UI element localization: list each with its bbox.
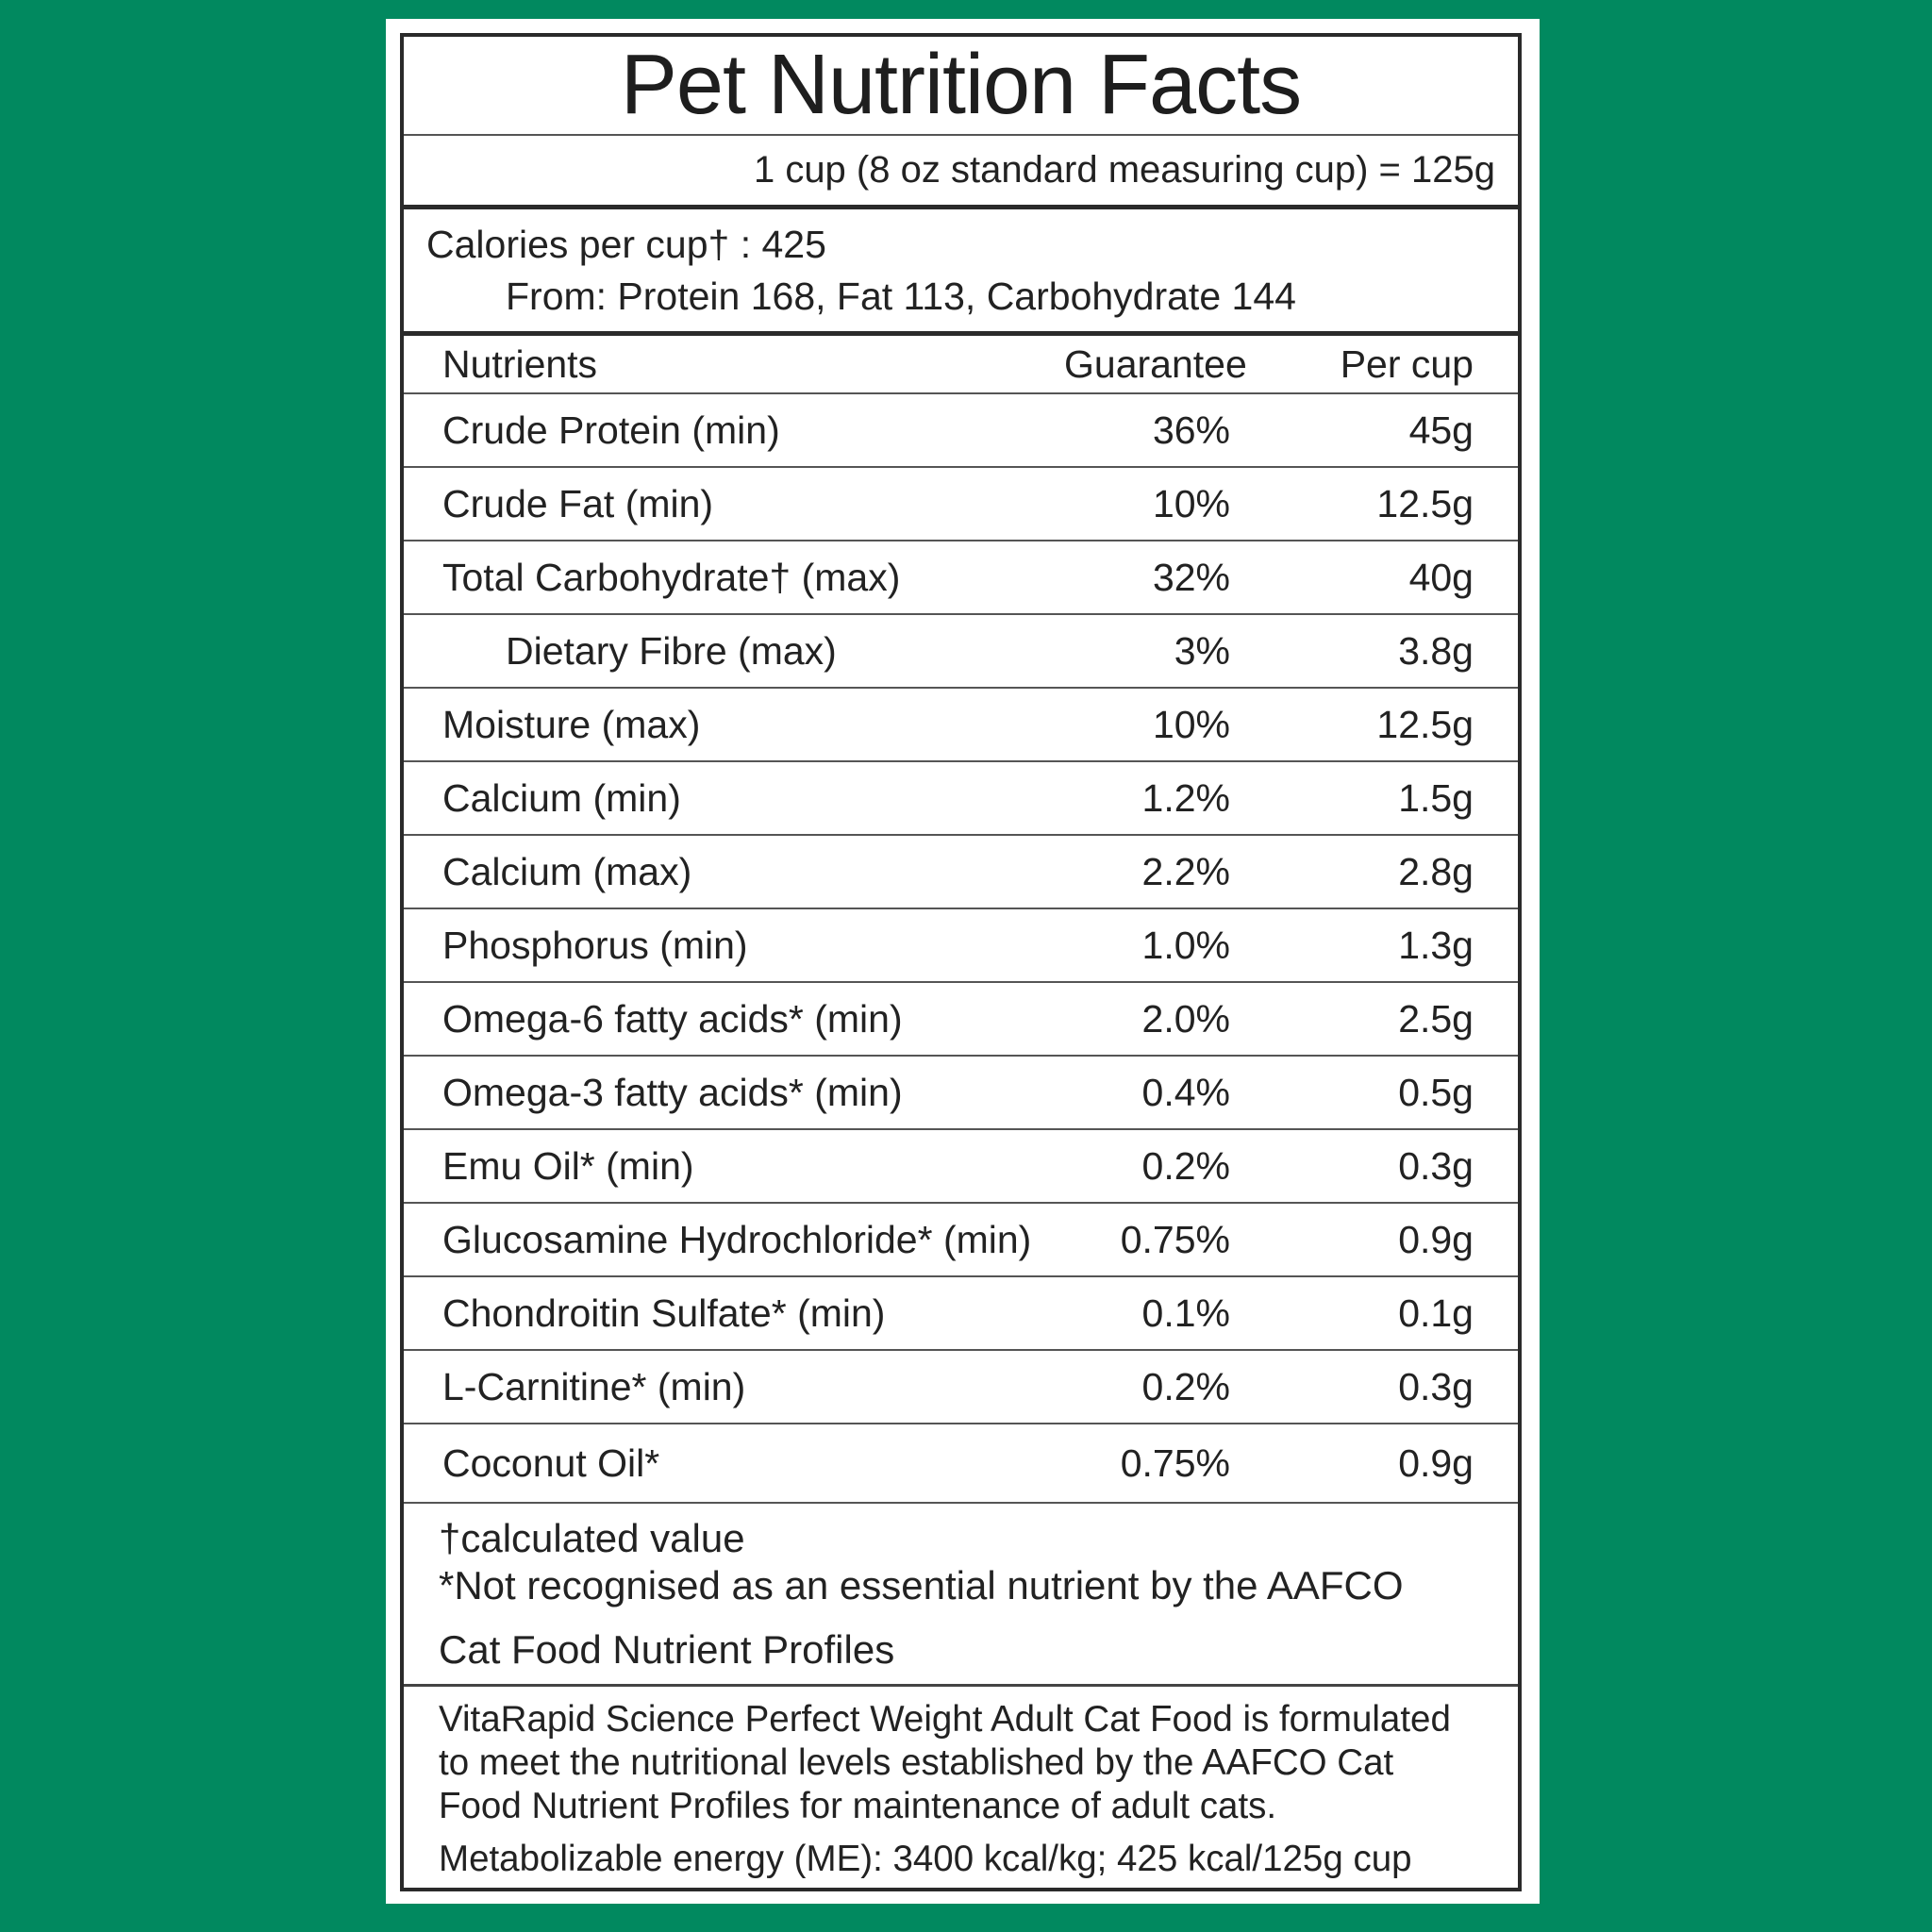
table-row: Coconut Oil* 0.75% 0.9g	[404, 1424, 1518, 1504]
guarantee-value: 10%	[1152, 481, 1230, 525]
nutrient-name: Moisture (max)	[442, 702, 701, 746]
table-row: Crude Fat (min) 10% 12.5g	[404, 468, 1518, 541]
description-line: VitaRapid Science Perfect Weight Adult C…	[439, 1699, 1451, 1740]
table-row: Phosphorus (min) 1.0% 1.3g	[404, 909, 1518, 983]
nutrition-facts-box: Pet Nutrition Facts 1 cup (8 oz standard…	[400, 33, 1522, 1891]
description-line: Food Nutrient Profiles for maintenance o…	[439, 1786, 1277, 1826]
nutrient-name: Glucosamine Hydrochloride* (min)	[442, 1217, 1032, 1261]
footnote-asterisk-cont: Cat Food Nutrient Profiles	[439, 1627, 895, 1672]
header-guarantee: Guarantee	[1064, 341, 1247, 386]
table-row: Crude Protein (min) 36% 45g	[404, 394, 1518, 468]
per-cup-value: 2.8g	[1398, 849, 1474, 893]
calories-section: Calories per cup† : 425 From: Protein 16…	[404, 209, 1518, 336]
nutrient-name: Dietary Fibre (max)	[506, 628, 837, 673]
nutrient-name: Chondroitin Sulfate* (min)	[442, 1291, 886, 1335]
table-row: Total Carbohydrate† (max) 32% 40g	[404, 541, 1518, 615]
nutrient-rows: Crude Protein (min) 36% 45g Crude Fat (min)…	[404, 394, 1518, 1504]
per-cup-value: 0.3g	[1398, 1364, 1474, 1408]
serving-size: 1 cup (8 oz standard measuring cup) = 12…	[404, 136, 1518, 209]
guarantee-value: 10%	[1152, 702, 1230, 746]
per-cup-value: 0.1g	[1398, 1291, 1474, 1335]
guarantee-value: 0.75%	[1120, 1441, 1230, 1485]
guarantee-value: 2.2%	[1141, 849, 1230, 893]
guarantee-value: 1.2%	[1141, 775, 1230, 820]
header-nutrients: Nutrients	[442, 341, 598, 386]
footnote-dagger: †calculated value	[439, 1516, 745, 1560]
table-row: Emu Oil* (min) 0.2% 0.3g	[404, 1130, 1518, 1204]
guarantee-value: 0.2%	[1141, 1364, 1230, 1408]
per-cup-value: 0.9g	[1398, 1441, 1474, 1485]
table-row: Dietary Fibre (max) 3% 3.8g	[404, 615, 1518, 689]
per-cup-value: 12.5g	[1376, 702, 1474, 746]
table-row: Chondroitin Sulfate* (min) 0.1% 0.1g	[404, 1277, 1518, 1351]
table-row: Glucosamine Hydrochloride* (min) 0.75% 0.9…	[404, 1204, 1518, 1277]
nutrient-name: Omega-3 fatty acids* (min)	[442, 1070, 903, 1114]
table-header: Nutrients Guarantee Per cup	[404, 336, 1518, 394]
nutrient-name: Crude Protein (min)	[442, 408, 780, 452]
per-cup-value: 0.3g	[1398, 1143, 1474, 1188]
guarantee-value: 1.0%	[1141, 923, 1230, 967]
table-row: Omega-3 fatty acids* (min) 0.4% 0.5g	[404, 1057, 1518, 1130]
table-row: Calcium (min) 1.2% 1.5g	[404, 762, 1518, 836]
nutrient-name: Total Carbohydrate† (max)	[442, 555, 901, 599]
table-row: Calcium (max) 2.2% 2.8g	[404, 836, 1518, 909]
calories-per-cup: Calories per cup† : 425	[426, 223, 826, 266]
guarantee-value: 32%	[1152, 555, 1230, 599]
guarantee-value: 2.0%	[1141, 996, 1230, 1041]
description: VitaRapid Science Perfect Weight Adult C…	[404, 1687, 1518, 1881]
table-row: Omega-6 fatty acids* (min) 2.0% 2.5g	[404, 983, 1518, 1057]
calories-breakdown: From: Protein 168, Fat 113, Carbohydrate…	[506, 275, 1296, 318]
guarantee-value: 0.4%	[1141, 1070, 1230, 1114]
table-row: Moisture (max) 10% 12.5g	[404, 689, 1518, 762]
nutrient-name: Phosphorus (min)	[442, 923, 748, 967]
header-per-cup: Per cup	[1340, 341, 1474, 386]
table-row: L-Carnitine* (min) 0.2% 0.3g	[404, 1351, 1518, 1424]
per-cup-value: 2.5g	[1398, 996, 1474, 1041]
footnotes: †calculated value *Not recognised as an …	[404, 1504, 1518, 1687]
per-cup-value: 1.5g	[1398, 775, 1474, 820]
nutrient-name: Calcium (max)	[442, 849, 692, 893]
guarantee-value: 0.2%	[1141, 1143, 1230, 1188]
nutrient-name: Omega-6 fatty acids* (min)	[442, 996, 903, 1041]
description-line: to meet the nutritional levels establish…	[439, 1742, 1394, 1783]
per-cup-value: 0.5g	[1398, 1070, 1474, 1114]
per-cup-value: 0.9g	[1398, 1217, 1474, 1261]
nutrient-name: L-Carnitine* (min)	[442, 1364, 746, 1408]
nutrient-name: Coconut Oil*	[442, 1441, 660, 1485]
per-cup-value: 3.8g	[1398, 628, 1474, 673]
per-cup-value: 12.5g	[1376, 481, 1474, 525]
page-title: Pet Nutrition Facts	[404, 37, 1518, 136]
guarantee-value: 0.1%	[1141, 1291, 1230, 1335]
metabolizable-energy: Metabolizable energy (ME): 3400 kcal/kg;…	[439, 1839, 1412, 1879]
per-cup-value: 40g	[1408, 555, 1474, 599]
footnote-asterisk: *Not recognised as an essential nutrient…	[439, 1563, 1404, 1607]
nutrient-name: Crude Fat (min)	[442, 481, 714, 525]
guarantee-value: 36%	[1152, 408, 1230, 452]
per-cup-value: 1.3g	[1398, 923, 1474, 967]
per-cup-value: 45g	[1408, 408, 1474, 452]
nutrition-label-card: Pet Nutrition Facts 1 cup (8 oz standard…	[386, 19, 1540, 1904]
guarantee-value: 3%	[1174, 628, 1230, 673]
guarantee-value: 0.75%	[1120, 1217, 1230, 1261]
nutrient-name: Emu Oil* (min)	[442, 1143, 694, 1188]
nutrient-name: Calcium (min)	[442, 775, 681, 820]
